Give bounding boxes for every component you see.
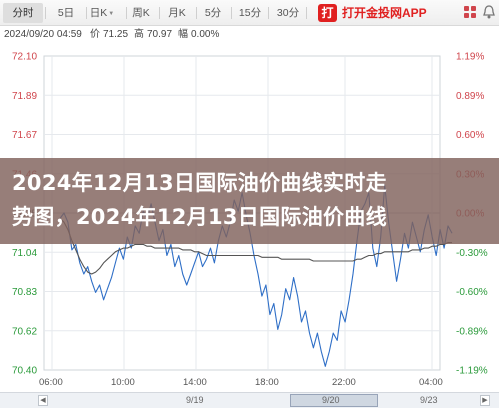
banner-title-line2: 势图，2024年12月13日国际油价曲线 [12,205,387,229]
navigator-date-label: 9/23 [420,395,438,405]
y-tick-label-left: 71.89 [12,91,37,102]
navigator-right-arrow-icon[interactable]: ▶ [480,395,490,406]
tab-divider [86,7,87,19]
x-tick-label: 10:00 [111,377,135,388]
tab-5min[interactable]: 5分 [204,7,222,19]
y-tick-label-right: -0.30% [456,248,488,259]
tab-divider [268,7,269,19]
period-tab-bar: 分时 5日 日K▼ 周K 月K 5分 15分 30分 打 打开金投网APP [0,0,499,26]
tab-daily-k[interactable]: 日K▼ [82,3,122,23]
y-tick-label-right: 1.19% [456,52,484,63]
open-price-value: 71.25 [103,29,129,40]
x-axis-labels: 06:00 10:00 14:00 18:00 22:00 04:00 [39,377,443,388]
caret-down-icon: ▼ [108,11,115,17]
time-navigator[interactable]: ◀ 9/19 9/20 9/23 ▶ [0,392,499,408]
y-tick-label-left: 71.04 [12,248,37,259]
y-tick-label-right: 0.60% [456,130,484,141]
tab-intraday[interactable]: 分时 [3,3,43,23]
tab-divider [306,7,307,19]
navigator-date-label: 9/19 [186,395,204,405]
y-tick-label-left: 71.67 [12,130,37,141]
tab-weekly-k[interactable]: 周K [132,7,150,19]
article-title-banner: 2024年12月13日国际油价曲线实时走 势图，2024年12月13日国际油价曲… [0,158,499,244]
x-tick-label: 22:00 [332,377,356,388]
tab-divider [45,7,46,19]
navigator-date-label: 9/20 [322,395,340,405]
x-tick-label: 18:00 [255,377,279,388]
high-price-value: 70.97 [147,29,173,40]
grid-menu-icon[interactable] [462,4,478,20]
y-tick-label-left: 70.83 [12,287,37,298]
app-logo-icon[interactable]: 打 [318,4,337,22]
x-tick-label: 06:00 [39,377,63,388]
tab-monthly-k[interactable]: 月K [168,7,186,19]
tab-15min[interactable]: 15分 [238,7,262,19]
y-tick-label-right: -0.60% [456,287,488,298]
change-label: 幅 [178,29,188,40]
y-tick-label-right: -0.89% [456,326,488,337]
bell-icon[interactable] [482,4,496,20]
y-tick-label-right: -1.19% [456,366,488,377]
y-tick-label-left: 72.10 [12,52,37,63]
change-value: 0.00% [191,29,220,40]
banner-title-line1: 2024年12月13日国际油价曲线实时走 [12,171,387,195]
x-tick-label: 04:00 [419,377,443,388]
tab-divider [126,7,127,19]
quote-info-strip: 2024/09/20 04:59 价 71.25 高 70.97 幅 0.00% [0,26,499,44]
quote-datetime: 2024/09/20 04:59 [4,29,82,40]
high-price-label: 高 [134,29,144,40]
navigator-left-arrow-icon[interactable]: ◀ [38,395,48,406]
average-price-line [59,218,452,275]
open-price-label: 价 [90,29,100,40]
tab-divider [231,7,232,19]
tab-divider [196,7,197,19]
y-tick-label-left: 70.40 [12,366,37,377]
x-tick-label: 14:00 [183,377,207,388]
navigator-range-handle[interactable] [290,394,378,407]
tab-divider [159,7,160,19]
y-tick-label-left: 70.62 [12,326,37,337]
tab-30min[interactable]: 30分 [276,7,300,19]
open-app-link[interactable]: 打开金投网APP [342,6,427,20]
tab-daily-k-label: 日K [89,7,108,19]
y-tick-label-right: 0.89% [456,91,484,102]
tab-5day[interactable]: 5日 [57,7,75,19]
